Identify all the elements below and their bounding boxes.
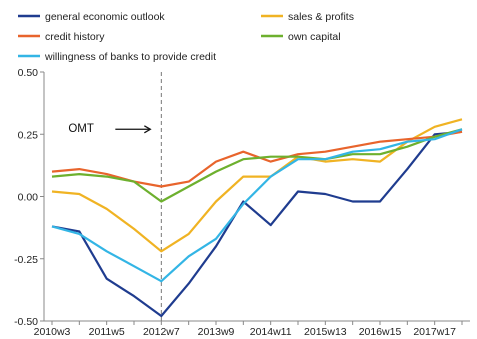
omt-annotation-label: OMT: [68, 123, 94, 135]
x-tick-label: 2012w7: [143, 326, 180, 338]
y-tick-label: -0.50: [14, 316, 38, 328]
y-axis: 0.50 0.25 0.00 -0.25 -0.50: [14, 67, 44, 328]
y-tick-label: 0.25: [18, 129, 39, 141]
x-tick-label: 2015w13: [304, 326, 347, 338]
plot-area: 0.50 0.25 0.00 -0.25 -0.50 2010w3 2011w5 2012w…: [14, 67, 470, 338]
series-lines: [51, 118, 463, 318]
legend-label: own capital: [288, 31, 341, 43]
legend-label: general economic outlook: [45, 11, 165, 23]
x-tick-label: 2010w3: [34, 326, 71, 338]
x-axis: 2010w3 2011w5 2012w7 2013w9 2014w11 2015w13 20…: [34, 321, 463, 338]
series-line-2: [51, 130, 463, 188]
x-tick-label: 2016w15: [359, 326, 402, 338]
omt-arrow-head: [144, 125, 152, 134]
series-line-3: [51, 128, 463, 203]
series-line-4: [51, 128, 463, 283]
x-tick-label: 2011w5: [89, 326, 125, 338]
y-tick-label: -0.25: [14, 254, 38, 266]
legend: general economic outlook sales & profits c…: [18, 11, 354, 63]
x-tick-label: 2017w17: [413, 326, 456, 338]
x-tick-label: 2013w9: [198, 326, 235, 338]
omt-arrow-icon: [115, 125, 152, 134]
y-tick-label: 0.00: [18, 192, 39, 204]
series-line-0: [51, 130, 463, 318]
legend-label: credit history: [45, 31, 105, 43]
legend-label: willingness of banks to provide credit: [44, 51, 216, 63]
y-tick-label: 0.50: [18, 67, 39, 79]
legend-label: sales & profits: [288, 11, 354, 23]
series-line-1: [51, 118, 463, 253]
x-tick-label: 2014w11: [250, 326, 292, 338]
